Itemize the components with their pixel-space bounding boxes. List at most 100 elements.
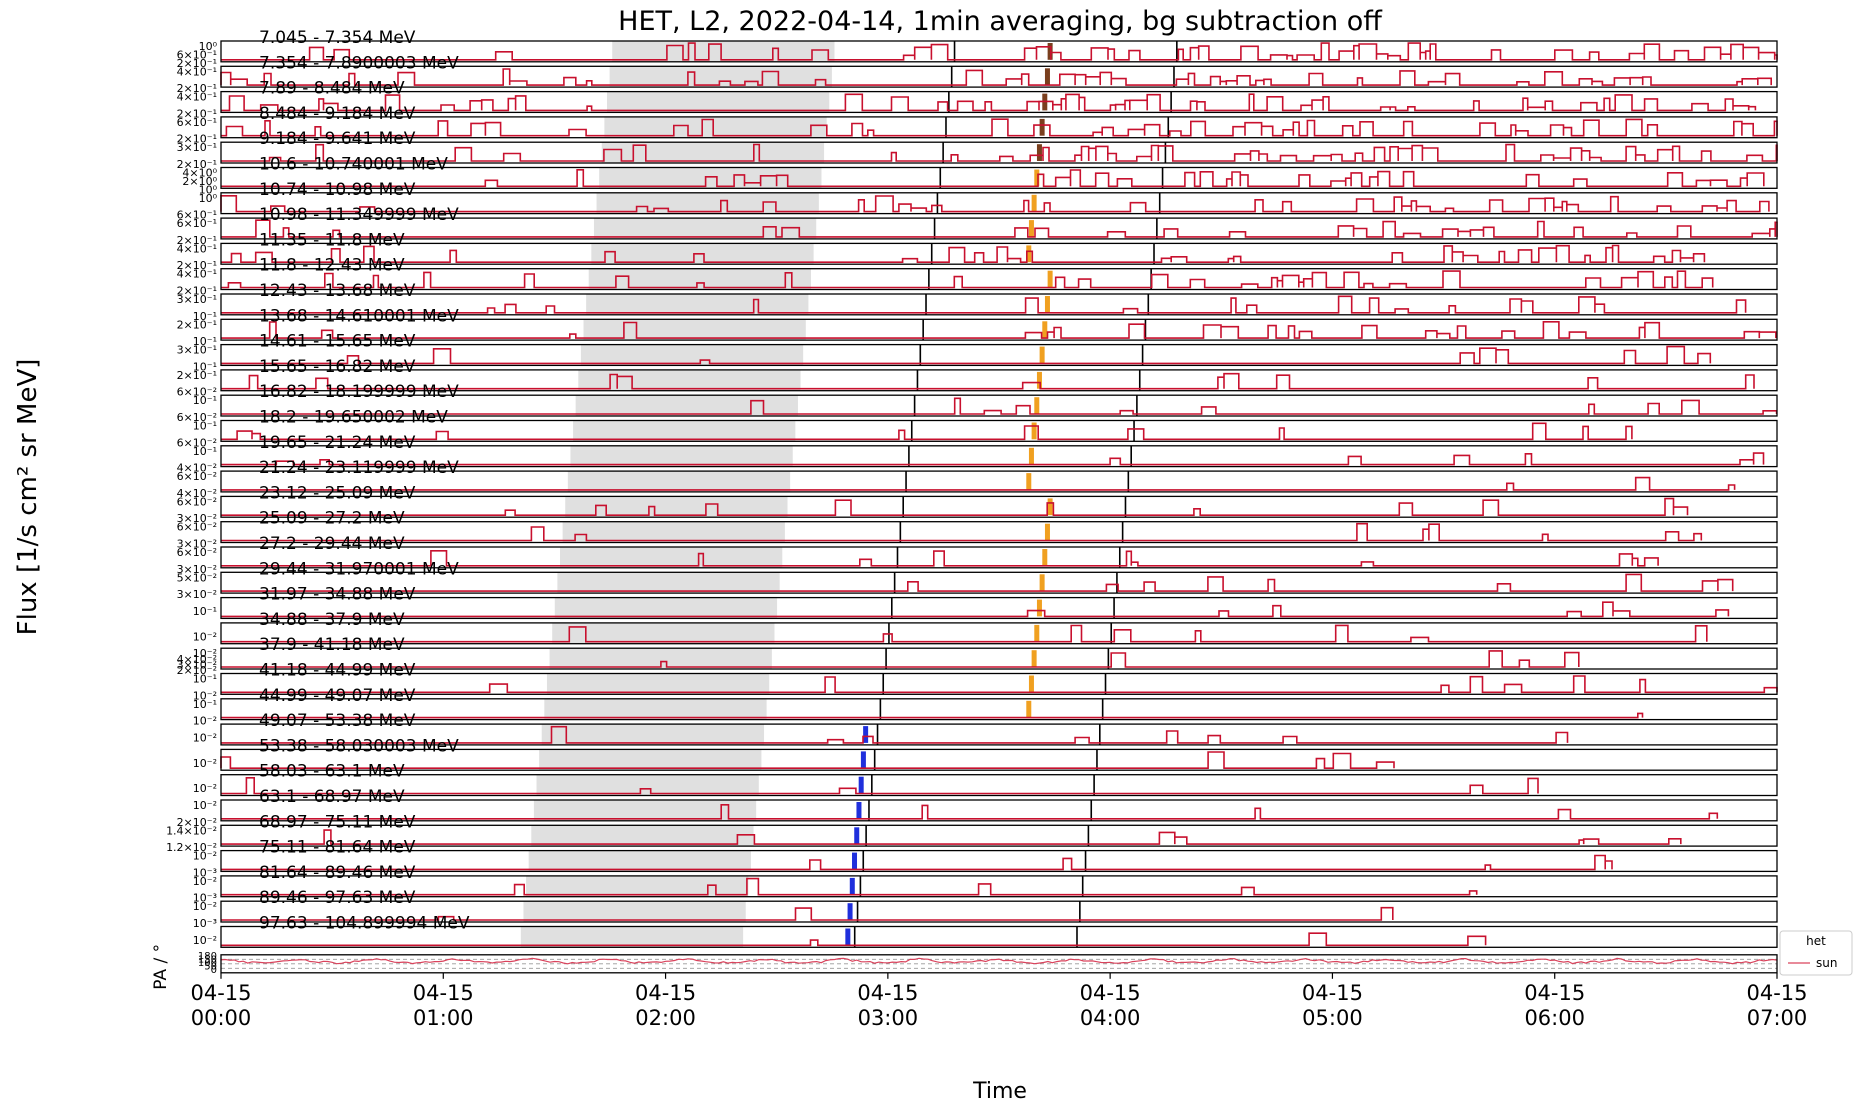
flux-trace (221, 219, 1778, 238)
onset-marker (849, 877, 855, 895)
shaded-band (593, 218, 817, 239)
pa-trace (220, 957, 1778, 965)
panel-35: 97.63 - 104.899994 MeV 10⁻² (193, 914, 1778, 948)
xtick-date: 04-15 (635, 981, 696, 1005)
legend-title: het (1806, 934, 1826, 948)
panel-label: 29.44 - 31.970001 MeV (259, 559, 459, 579)
flux-trace (221, 93, 1757, 112)
panel-label: 23.12 - 25.09 MeV (259, 483, 416, 503)
ytick-label: 3×10⁻² (177, 563, 217, 576)
onset-marker (852, 852, 858, 870)
chart-title: HET, L2, 2022-04-14, 1min averaging, bg … (618, 6, 1383, 37)
flux-trace (221, 169, 1765, 188)
xtick-time: 03:00 (858, 1006, 919, 1030)
shaded-band (573, 420, 796, 442)
panel-frame (220, 698, 1778, 721)
ytick-label: 6×10⁻¹ (177, 48, 217, 61)
panel-label: 11.35 - 11.8 MeV (259, 230, 405, 250)
ytick-label: 10⁻² (193, 850, 217, 863)
shaded-band (599, 167, 822, 189)
panel-7: 10.98 - 11.349999 MeV 6×10⁻¹ 2×10⁻¹ (177, 205, 1778, 247)
ytick-label: 3×10⁻² (177, 512, 217, 525)
panel-label: 18.2 - 19.650002 MeV (259, 408, 448, 428)
shaded-band (544, 698, 767, 720)
panel-frame (220, 799, 1778, 822)
ytick-label: 6×10⁻² (177, 495, 217, 508)
onset-marker (860, 751, 866, 769)
ytick-label: 2×10⁻¹ (177, 158, 217, 171)
panel-label: 10.74 - 10.98 MeV (259, 180, 416, 200)
panel-label: 8.484 - 9.184 MeV (259, 104, 416, 124)
panel-22: 31.97 - 34.88 MeV 10⁻¹ (193, 585, 1778, 620)
shaded-band (601, 142, 825, 163)
ytick-label: 10⁻² (193, 647, 217, 660)
ytick-label: 10⁻² (193, 630, 217, 643)
panel-label: 7.354 - 7.8900003 MeV (259, 53, 459, 73)
ytick-label: 10⁻² (193, 934, 217, 947)
onset-marker (1044, 68, 1050, 86)
panel-frame (220, 65, 1778, 88)
panel-label: 16.82 - 18.199999 MeV (259, 382, 459, 402)
panel-label: 7.045 - 7.354 MeV (259, 28, 416, 48)
flux-trace (221, 601, 1730, 618)
flux-trace (221, 650, 1580, 668)
shaded-band (560, 547, 783, 568)
flux-trace (221, 42, 1778, 61)
panel-23: 34.88 - 37.9 MeV 10⁻² (193, 610, 1778, 645)
flux-trace (221, 452, 1765, 466)
flux-trace (220, 195, 1770, 213)
ytick-label: 10⁻¹ (193, 310, 217, 323)
flux-trace (221, 877, 1478, 896)
ytick-label: 10⁰ (199, 192, 218, 205)
onset-marker (1031, 422, 1037, 440)
panel-24: 37.9 - 41.18 MeV 10⁻²4×10⁻²3×10⁻²2×10⁻² (177, 635, 1778, 677)
panel-label: 10.98 - 11.349999 MeV (259, 205, 459, 225)
panel-10: 12.43 - 13.68 MeV 3×10⁻¹ 10⁻¹ (177, 281, 1778, 323)
ytick-label: 4×10⁻² (177, 653, 217, 666)
panel-frame (220, 369, 1778, 392)
panel-frame (220, 470, 1778, 493)
panel-32: 75.11 - 81.64 MeV 10⁻² 10⁻³ (193, 838, 1778, 879)
panel-label: 58.03 - 63.1 MeV (259, 762, 405, 782)
ytick-label: 2×10⁻¹ (177, 318, 217, 331)
panel-frame (220, 571, 1778, 594)
pa-frame (220, 954, 1778, 974)
flux-trace (221, 725, 1569, 744)
panel-28: 53.38 - 58.030003 MeV 10⁻² (193, 736, 1778, 771)
panel-frame (220, 445, 1778, 468)
ytick-label: 2×10⁰ (182, 175, 217, 188)
panel-label: 19.65 - 21.24 MeV (259, 433, 416, 453)
shaded-band (567, 471, 791, 492)
ytick-label: 3×10⁻¹ (177, 344, 217, 357)
ytick-label: 2×10⁻² (177, 664, 217, 677)
panel-label: 21.24 - 23.119999 MeV (259, 458, 459, 478)
shaded-band (580, 344, 804, 366)
panel-label: 11.8 - 12.43 MeV (259, 256, 405, 276)
panel-frame (220, 293, 1778, 316)
xtick-date: 04-15 (1746, 981, 1807, 1005)
ytick-label: 3×10⁻¹ (177, 141, 217, 154)
onset-marker (1031, 194, 1037, 212)
ytick-label: 4×10⁻¹ (177, 268, 217, 281)
flux-trace (221, 244, 1706, 263)
flux-trace (221, 550, 1659, 567)
panel-label: 37.9 - 41.18 MeV (259, 635, 405, 655)
panel-label: 68.97 - 75.11 MeV (259, 812, 416, 832)
xtick-time: 01:00 (413, 1006, 474, 1030)
legend: het sun (1779, 930, 1853, 976)
panel-frame (220, 166, 1778, 189)
panel-frame (220, 116, 1778, 139)
panel-6: 10.74 - 10.98 MeV 10⁰ 6×10⁻¹ (177, 180, 1778, 222)
panel-frame (220, 90, 1778, 114)
panel-label: 41.18 - 44.99 MeV (259, 661, 416, 681)
ytick-label: 10⁻¹ (193, 445, 217, 458)
x-axis-label: Time (972, 1079, 1027, 1104)
